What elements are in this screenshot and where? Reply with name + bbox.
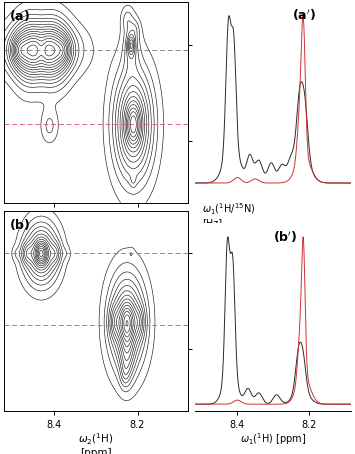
- Text: $\omega_1$($^1$H/$^{15}$N)
[Hz]: $\omega_1$($^1$H/$^{15}$N) [Hz]: [202, 202, 256, 228]
- Text: $\mathbf{(b)}$: $\mathbf{(b)}$: [9, 217, 31, 232]
- Text: $\mathbf{(a')}$: $\mathbf{(a')}$: [292, 8, 316, 24]
- Text: $\mathbf{(b')}$: $\mathbf{(b')}$: [273, 229, 297, 245]
- Text: $\mathbf{(a)}$: $\mathbf{(a)}$: [9, 8, 30, 23]
- X-axis label: $\omega_2$($^1$H)
[ppm]: $\omega_2$($^1$H) [ppm]: [78, 431, 114, 454]
- X-axis label: $\omega_1$($^1$H) [ppm]: $\omega_1$($^1$H) [ppm]: [240, 431, 306, 447]
